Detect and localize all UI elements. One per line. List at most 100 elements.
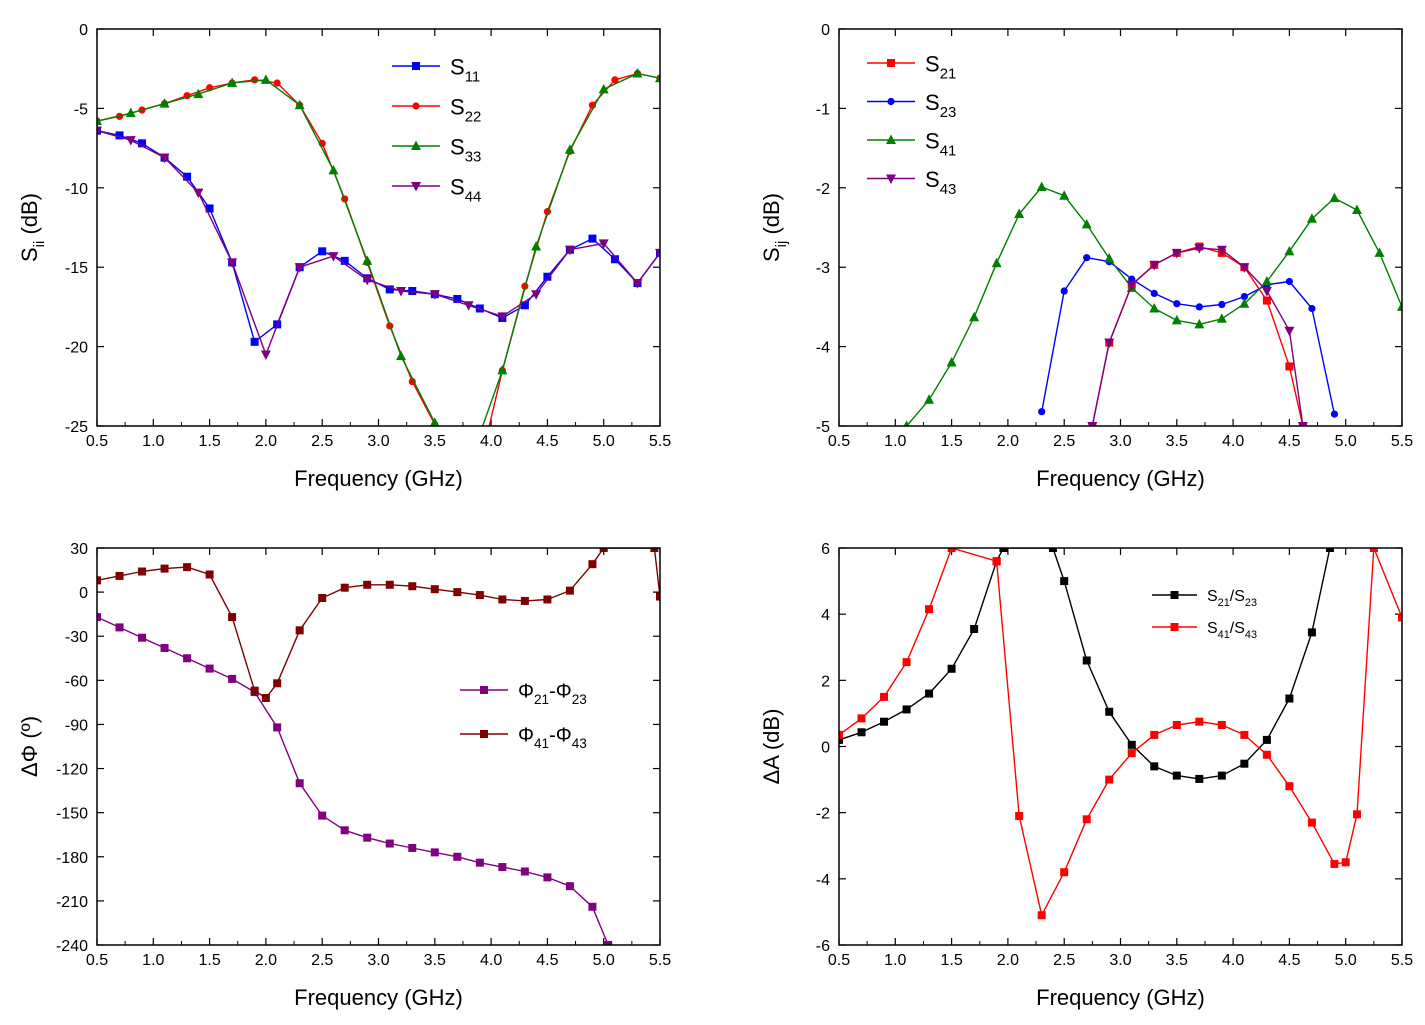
legend-item-s41-s43: S41/S43: [1152, 620, 1257, 641]
data-point-s41: [1216, 313, 1227, 323]
chart-panel-sii: 0.5 1.0 1.5 2.0 2.5 3.0 3.5 4.0 4.5 5.0 5.5 0 -5 -10 -…: [17, 22, 671, 491]
label-subscript: 21: [534, 692, 549, 707]
x-tick-label: 5.0: [593, 433, 615, 450]
data-point-s41-s43: [1195, 717, 1204, 726]
legend-item-s33: S33: [392, 134, 481, 165]
plot-frame: [96, 28, 661, 427]
label-text: S: [1207, 588, 1218, 605]
x-tick-label: 3.0: [1109, 952, 1131, 969]
x-tick-label: 1.5: [198, 952, 220, 969]
data-point-s33: [362, 255, 373, 265]
data-point-21-23: [565, 882, 574, 891]
plot-area: [97, 548, 660, 945]
data-point-41-43: [599, 548, 608, 552]
y-tick-label: 6: [821, 541, 830, 558]
data-point-21-23: [160, 643, 169, 652]
data-point-s44: [362, 275, 373, 286]
data-point-s41: [1194, 318, 1205, 329]
legend-marker: [411, 140, 421, 150]
label-text: /S: [1230, 588, 1245, 605]
data-point-s23: [1330, 410, 1339, 418]
data-point-s21-s23: [857, 728, 866, 737]
y-tick-label: -180: [56, 850, 88, 867]
y-tick-label: 30: [70, 541, 88, 558]
legend-label: S33: [450, 134, 481, 165]
data-point-s11: [408, 287, 417, 296]
data-point-s44: [260, 350, 271, 361]
data-point-s33: [125, 107, 136, 118]
series-line-21-23: [97, 616, 609, 945]
data-point-s21-s23: [1285, 694, 1294, 703]
data-point-s21-s23: [1048, 548, 1057, 552]
series-line-41-43: [97, 548, 660, 699]
data-point-s44: [328, 252, 339, 262]
data-point-s41: [1397, 301, 1402, 311]
legend-label: Φ21-Φ23: [518, 681, 587, 707]
label-text: Φ: [518, 681, 534, 703]
x-tick-label: 4.5: [536, 952, 558, 969]
data-point-s21-s23: [902, 705, 911, 714]
x-tick-label: 3.0: [367, 952, 389, 969]
data-point-41-43: [318, 593, 327, 602]
legend-label: S11: [450, 54, 480, 85]
data-point-s23: [1060, 287, 1068, 295]
data-point-s23: [1195, 303, 1203, 311]
data-point-s21-s23: [839, 735, 843, 744]
data-point-21-23: [604, 941, 613, 945]
x-tick-label: 5.5: [649, 952, 671, 969]
y-axis-title: ΔA (dB): [759, 709, 784, 785]
data-point-s41-s43: [1037, 911, 1046, 920]
legend-item-41-43: Φ41-Φ43: [460, 725, 587, 751]
data-point-s41-s43: [947, 548, 956, 552]
y-tick-label: -210: [56, 894, 88, 911]
data-point-s23: [1240, 292, 1248, 301]
legend-item-s21: S21: [867, 51, 956, 82]
x-tick-label: 3.0: [1109, 433, 1131, 450]
data-point-s44: [159, 153, 170, 164]
data-point-s44: [463, 301, 474, 311]
data-point-s21-s23: [880, 717, 889, 726]
data-point-s43: [1297, 422, 1308, 426]
x-tick-label: 5.0: [1335, 433, 1357, 450]
label-text: /S: [1230, 620, 1245, 637]
x-tick-label: 0.5: [86, 433, 108, 450]
data-point-41-43: [261, 693, 270, 702]
y-tick-label: -15: [65, 260, 88, 277]
data-point-41-43: [115, 571, 124, 580]
data-point-s21-s23: [925, 689, 934, 698]
data-point-41-43: [565, 586, 574, 595]
data-point-s41: [1059, 190, 1070, 200]
label-text: S: [450, 94, 465, 119]
label-text: S: [759, 247, 784, 262]
plot-area: [97, 67, 660, 426]
legend-item-s11: S11: [392, 54, 480, 85]
label-subscript: 21: [1218, 597, 1230, 609]
data-point-s33: [632, 67, 643, 78]
label-subscript: 41: [940, 142, 957, 159]
data-point-21-23: [543, 873, 552, 882]
y-tick-label: -3: [816, 260, 830, 277]
y-tick-label: -90: [65, 717, 88, 734]
data-point-s33: [97, 115, 102, 126]
data-point-41-43: [160, 564, 169, 573]
label-subscript: ij: [773, 241, 790, 248]
data-point-s33: [655, 72, 660, 83]
y-tick-label: -60: [65, 673, 88, 690]
data-point-21-23: [318, 811, 327, 820]
y-tick-label: -4: [816, 872, 830, 889]
data-point-41-43: [295, 626, 304, 635]
y-tick-label: -25: [65, 419, 88, 436]
series-s43: [1087, 244, 1308, 426]
legend-label: S41/S43: [1207, 620, 1257, 641]
data-point-s23: [1173, 300, 1181, 308]
y-axis-title-group: ΔΦ (º): [17, 716, 42, 777]
data-point-s11: [205, 204, 214, 213]
series-s41-s43: [839, 548, 1402, 920]
label-text: -Φ: [549, 681, 572, 703]
data-point-s43: [1087, 422, 1098, 426]
data-point-s22: [273, 79, 281, 87]
legend-label: Φ41-Φ43: [518, 725, 587, 751]
